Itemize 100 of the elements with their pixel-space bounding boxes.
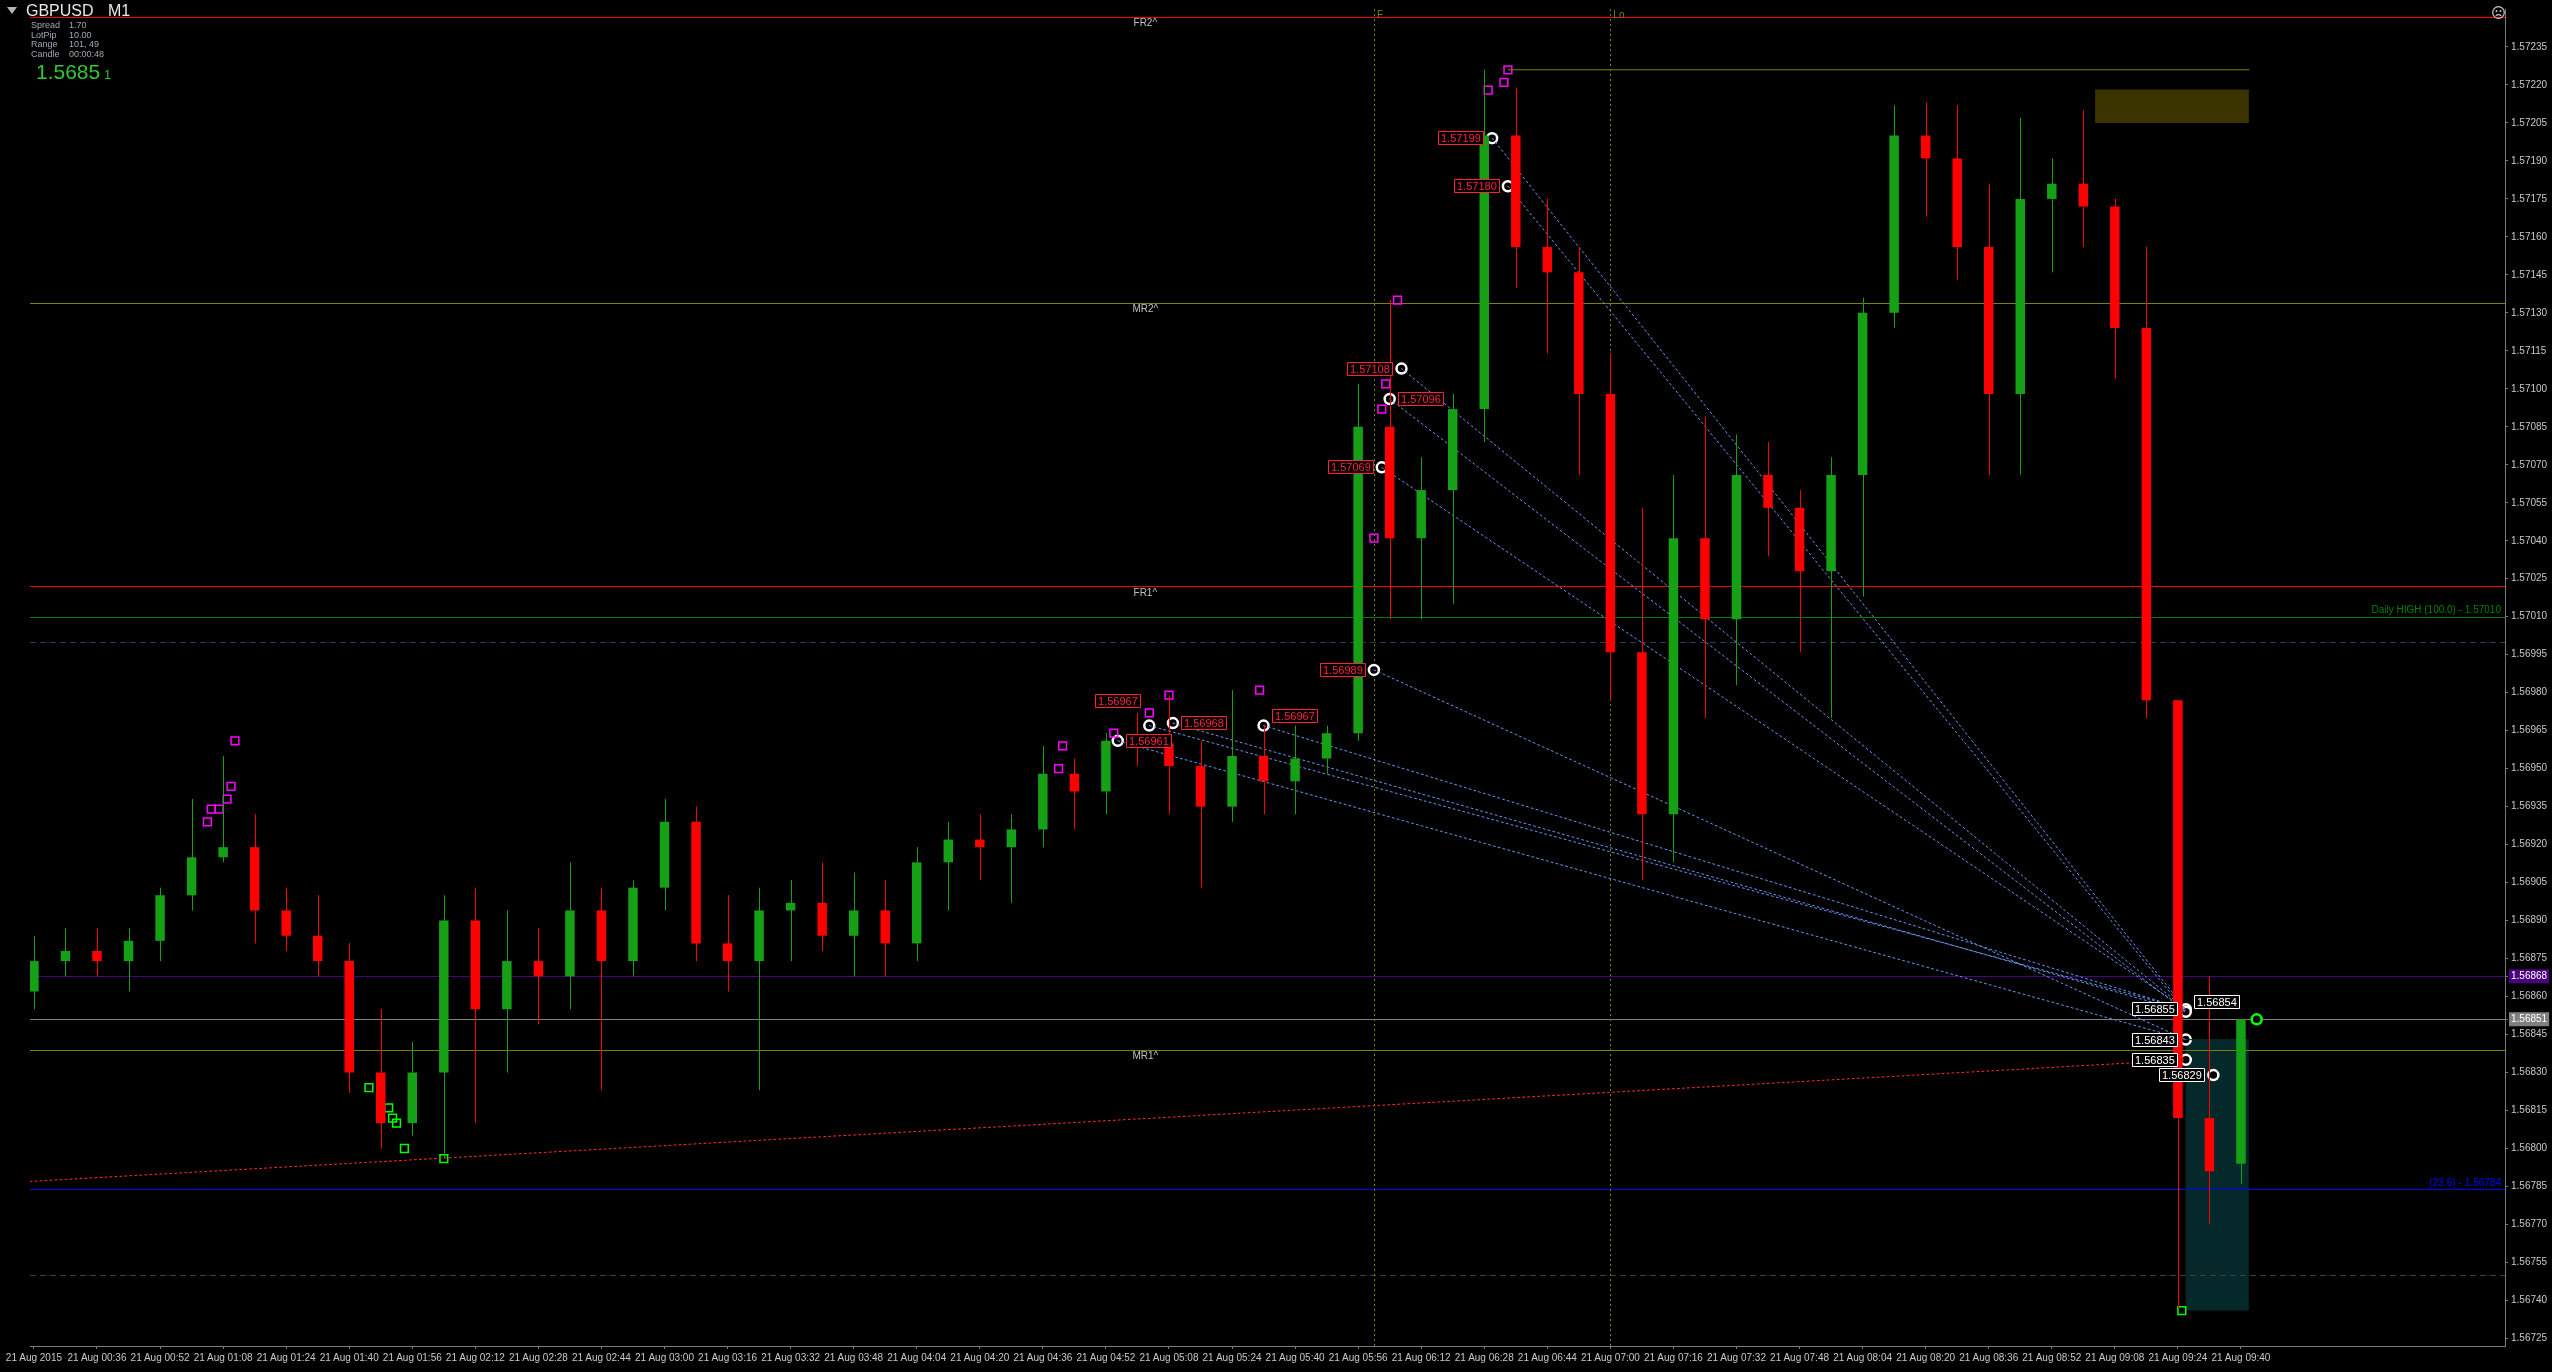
y-tick-label: 1.56860 — [2511, 990, 2548, 1002]
y-tick-label: 1.56905 — [2511, 876, 2548, 888]
x-tick-label: 21 Aug 07:48 — [1770, 1351, 1830, 1363]
y-tick-label: 1.57205 — [2511, 116, 2548, 128]
data-label: 1.57069 — [1331, 460, 1371, 473]
x-tick-label: 21 Aug 09:08 — [2085, 1351, 2145, 1363]
y-tick-label: 1.56935 — [2511, 800, 2548, 812]
y-tick-label: 1.56920 — [2511, 838, 2548, 850]
chart-title: GBPUSD M1 — [26, 2, 131, 20]
x-tick-label: 21 Aug 01:08 — [193, 1351, 254, 1363]
annotation: LotPip — [31, 29, 57, 41]
annotation: Spread — [31, 20, 62, 31]
y-tick-label: 1.56800 — [2511, 1142, 2548, 1154]
y-tick-label: 1.57175 — [2511, 192, 2548, 204]
x-tick-label: 21 Aug 07:32 — [1707, 1351, 1767, 1363]
data-label: 1.56835 — [2135, 1053, 2175, 1066]
y-tick-label: 1.56868 — [2511, 970, 2548, 982]
y-tick-label: 1.56770 — [2511, 1218, 2548, 1230]
x-tick-label: 21 Aug 01:40 — [319, 1351, 380, 1363]
annotation: 1.5685 — [36, 60, 101, 83]
annotation: MR2^ — [1132, 303, 1159, 315]
x-tick-label: 21 Aug 04:20 — [950, 1351, 1010, 1363]
x-tick-label: 21 Aug 04:36 — [1013, 1351, 1073, 1363]
ref-line-label: F — [1376, 8, 1384, 20]
x-tick-label: 21 Aug 08:04 — [1833, 1351, 1893, 1363]
y-tick-label: 1.57025 — [2511, 572, 2548, 584]
y-tick-label: 1.57085 — [2511, 420, 2548, 432]
x-tick-label: 21 Aug 01:56 — [382, 1351, 443, 1363]
data-label: 1.56829 — [2162, 1068, 2202, 1081]
annotation: 1.70 — [69, 20, 88, 31]
y-tick-label: 1.57235 — [2511, 40, 2548, 52]
data-label: 1.56989 — [1323, 663, 1363, 676]
y-tick-label: 1.57070 — [2511, 458, 2548, 470]
y-tick-label: 1.56815 — [2511, 1104, 2548, 1116]
data-label: 1.56855 — [2135, 1002, 2175, 1015]
y-tick-label: 1.57040 — [2511, 534, 2548, 546]
y-tick-label: 1.56785 — [2511, 1180, 2548, 1192]
data-label: 1.57180 — [1457, 179, 1497, 192]
data-label: 1.57199 — [1441, 131, 1481, 144]
y-tick-label: 1.56965 — [2511, 724, 2548, 736]
y-tick-label: 1.56755 — [2511, 1256, 2548, 1268]
ref-line-label: Daily HIGH (100.0) - 1.57010 — [2371, 604, 2502, 616]
x-tick-label: 21 Aug 2015 — [5, 1351, 63, 1363]
x-tick-label: 21 Aug 05:56 — [1328, 1351, 1389, 1363]
data-label: 1.56843 — [2135, 1033, 2175, 1046]
data-label: 1.57108 — [1350, 362, 1390, 375]
x-tick-label: 21 Aug 02:28 — [508, 1351, 569, 1363]
x-tick-label: 21 Aug 09:24 — [2148, 1351, 2208, 1363]
y-tick-label: 1.56830 — [2511, 1066, 2548, 1078]
y-tick-label: 1.57160 — [2511, 230, 2548, 242]
annotation: 101, 49 — [69, 39, 101, 51]
y-tick-label: 1.57055 — [2511, 496, 2548, 508]
y-tick-label: 1.56740 — [2511, 1294, 2548, 1306]
x-tick-label: 21 Aug 06:12 — [1391, 1351, 1452, 1363]
y-tick-label: 1.56950 — [2511, 762, 2548, 774]
ref-line-label: 1.56784 — [2464, 1176, 2502, 1188]
annotation: Range — [31, 39, 58, 51]
data-label: 1.57096 — [1401, 392, 1441, 405]
x-tick-label: 21 Aug 05:40 — [1265, 1351, 1325, 1363]
x-tick-label: 21 Aug 08:52 — [2022, 1351, 2082, 1363]
x-tick-label: 21 Aug 05:24 — [1202, 1351, 1262, 1363]
y-tick-label: 1.56995 — [2511, 648, 2548, 660]
x-tick-label: 21 Aug 06:28 — [1454, 1351, 1515, 1363]
x-tick-label: 21 Aug 07:16 — [1643, 1351, 1704, 1363]
x-tick-label: 21 Aug 03:32 — [761, 1351, 821, 1363]
y-tick-label: 1.57115 — [2511, 344, 2547, 356]
y-tick-label: 1.56890 — [2511, 914, 2548, 926]
data-label: 1.56854 — [2197, 995, 2237, 1008]
y-tick-label: 1.56845 — [2511, 1028, 2548, 1040]
y-tick-label: 1.56725 — [2511, 1332, 2548, 1344]
y-tick-label: 1.57145 — [2511, 268, 2548, 280]
x-tick-label: 21 Aug 08:36 — [1959, 1351, 2019, 1363]
data-label: 1.56968 — [1184, 716, 1224, 729]
y-tick-label: 1.56980 — [2511, 686, 2548, 698]
annotation: 10.00 — [69, 29, 93, 41]
annotation: 00:00:48 — [69, 49, 105, 60]
y-tick-label: 1.57130 — [2511, 306, 2548, 318]
data-label: 1.56961 — [1129, 734, 1169, 747]
y-tick-label: 1.57100 — [2511, 382, 2548, 394]
annotation: Candle — [31, 49, 61, 60]
x-tick-label: 21 Aug 02:44 — [571, 1351, 632, 1363]
y-tick-label: 1.56851 — [2511, 1013, 2548, 1025]
annotation: (23.6) - — [2429, 1176, 2462, 1188]
data-label: 1.56967 — [1098, 694, 1138, 707]
y-tick-label: 1.57010 — [2511, 610, 2548, 622]
x-tick-label: 21 Aug 04:52 — [1076, 1351, 1136, 1363]
x-tick-label: 21 Aug 02:12 — [445, 1351, 506, 1363]
x-tick-label: 21 Aug 08:20 — [1896, 1351, 1956, 1363]
ref-line-label: Lo — [1613, 8, 1625, 20]
x-tick-label: 21 Aug 00:36 — [67, 1351, 127, 1363]
x-tick-label: 21 Aug 03:48 — [824, 1351, 884, 1363]
x-tick-label: 21 Aug 03:00 — [635, 1351, 695, 1363]
x-tick-label: 21 Aug 09:40 — [2211, 1351, 2271, 1363]
annotation: FR2^ — [1133, 17, 1158, 29]
y-tick-label: 1.56875 — [2511, 952, 2548, 964]
x-tick-label: 21 Aug 01:24 — [256, 1351, 317, 1363]
y-tick-label: 1.57190 — [2511, 154, 2548, 166]
x-tick-label: 21 Aug 05:08 — [1139, 1351, 1199, 1363]
annotation: MR1^ — [1132, 1050, 1159, 1062]
x-tick-label: 21 Aug 00:52 — [130, 1351, 190, 1363]
